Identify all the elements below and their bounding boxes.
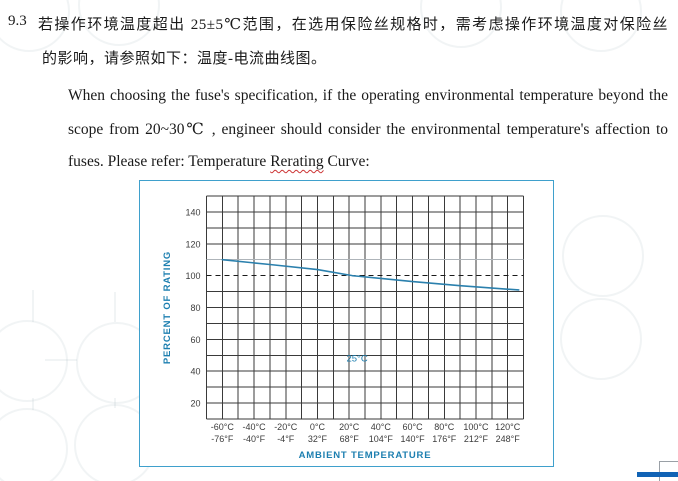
curve-annotation-25c: 25°C <box>346 354 367 365</box>
chinese-paragraph-line1: 若操作环境温度超出 25±5℃范围，在选用保险丝规格时，需考虑操作环境温度对保险… <box>38 17 668 33</box>
english-paragraph-line1: When choosing the fuse's specification, … <box>68 87 668 104</box>
x-tick-label-fahrenheit: 212°F <box>464 434 489 444</box>
temperature-rerating-curve <box>221 258 520 291</box>
x-tick-label-celsius: -60°C <box>211 422 235 432</box>
section-number: 9.3 <box>8 13 27 29</box>
watermark-circle <box>0 320 68 402</box>
x-tick-label-celsius: 80°C <box>434 422 455 432</box>
y-tick-label: 40 <box>190 367 200 377</box>
x-tick-label-celsius: 60°C <box>402 422 423 432</box>
x-tick-label-fahrenheit: 248°F <box>496 434 521 444</box>
english-paragraph-line2: scope from 20~30℃ , engineer should cons… <box>68 121 668 138</box>
x-tick-label-fahrenheit: 104°F <box>369 434 394 444</box>
y-axis-title: PERCENT OF RATING <box>162 251 173 364</box>
watermark-line <box>32 290 34 322</box>
x-tick-label-celsius: 0°C <box>310 422 326 432</box>
x-axis-title: AMBIENT TEMPERATURE <box>299 450 432 461</box>
y-tick-label: 80 <box>190 303 200 313</box>
english-line3-suffix: Curve: <box>323 153 370 170</box>
x-tick-label-fahrenheit: 32°F <box>308 434 328 444</box>
x-tick-label-celsius: 120°C <box>495 422 521 432</box>
x-tick-label-fahrenheit: 68°F <box>340 434 360 444</box>
page-corner-frame <box>659 461 678 481</box>
chinese-paragraph-line2: 的影响，请参照如下：温度-电流曲线图。 <box>42 51 327 67</box>
y-tick-label: 60 <box>190 335 200 345</box>
watermark-circle <box>562 215 644 297</box>
watermark-line <box>45 359 77 361</box>
x-tick-label-celsius: -20°C <box>274 422 298 432</box>
watermark-line <box>114 398 116 408</box>
x-tick-label-celsius: 100°C <box>463 422 489 432</box>
x-tick-label-celsius: 40°C <box>371 422 392 432</box>
x-tick-label-fahrenheit: -76°F <box>211 434 234 444</box>
watermark-line <box>32 398 34 410</box>
english-line3-prefix: fuses. Please refer: Temperature <box>68 153 271 170</box>
x-tick-label-fahrenheit: -4°F <box>277 434 295 444</box>
x-tick-label-celsius: -40°C <box>242 422 266 432</box>
y-tick-label: 100 <box>185 271 200 281</box>
watermark-circle <box>0 408 68 481</box>
temperature-rerating-chart: 140 120 100 80 60 40 20 -60°C -76°F -40°C -40°F -20… <box>162 195 524 461</box>
rerating-chart-frame: 140 120 100 80 60 40 20 -60°C -76°F -40°C -40°F -20… <box>139 180 554 467</box>
x-tick-label-celsius: 20°C <box>339 422 360 432</box>
english-paragraph-line3: fuses. Please refer: Temperature Reratin… <box>68 153 668 171</box>
x-tick-label-fahrenheit: 140°F <box>400 434 425 444</box>
watermark-line <box>114 292 116 322</box>
footer-blue-bar <box>637 472 678 477</box>
spellcheck-flagged-word: Rerating <box>270 153 324 170</box>
watermark-circle <box>560 298 642 380</box>
x-tick-label-fahrenheit: -40°F <box>243 434 266 444</box>
y-tick-label: 20 <box>190 399 200 409</box>
y-tick-label: 120 <box>185 239 200 249</box>
y-tick-label: 140 <box>185 207 200 217</box>
x-tick-label-fahrenheit: 176°F <box>432 434 457 444</box>
